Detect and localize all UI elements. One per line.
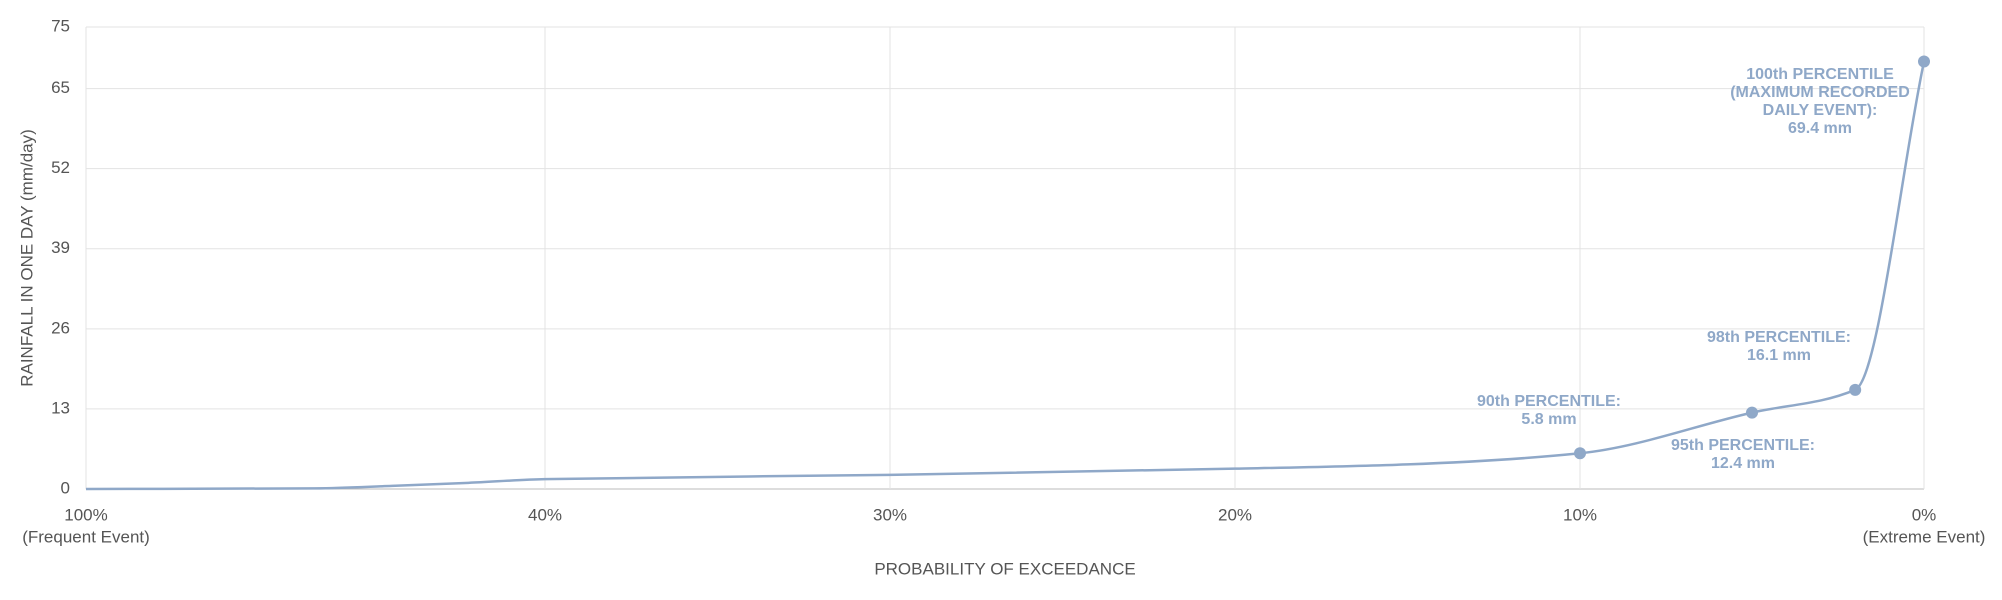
annotation: 95th PERCENTILE:	[1671, 437, 1815, 454]
x-tick-label: 10%	[1563, 505, 1597, 524]
annotation: (MAXIMUM RECORDED	[1730, 84, 1910, 101]
point	[1918, 55, 1930, 68]
y-tick-label: 52	[51, 158, 70, 177]
annotation: DAILY EVENT):	[1763, 102, 1878, 119]
annotation: 90th PERCENTILE:	[1477, 393, 1621, 410]
x-tick-label: 100%	[64, 505, 107, 524]
y-tick-label: 65	[51, 78, 70, 97]
x-tick-note: (Extreme Event)	[1863, 527, 1986, 546]
x-tick-note: (Frequent Event)	[22, 527, 150, 546]
point	[1574, 447, 1586, 460]
data-label: 16.1 mm	[1747, 347, 1811, 364]
y-tick-label: 39	[51, 238, 70, 257]
y-tick-label: 75	[51, 16, 70, 35]
annotation: 100th PERCENTILE	[1746, 66, 1894, 83]
point	[1746, 406, 1758, 419]
x-tick-label: 20%	[1218, 505, 1252, 524]
x-tick-label: 40%	[528, 505, 562, 524]
data-label: 69.4 mm	[1788, 120, 1852, 137]
y-tick-label: 26	[51, 318, 70, 337]
annotation: 98th PERCENTILE:	[1707, 329, 1851, 346]
y-axis-title: RAINFALL IN ONE DAY (mm/day)	[17, 129, 36, 387]
data-label: 5.8 mm	[1521, 411, 1576, 428]
point	[1849, 383, 1862, 396]
line	[85, 61, 1926, 491]
x-tick-label: 30%	[873, 505, 907, 524]
x-tick-label: 0%	[1912, 505, 1937, 524]
data-label: 12.4 mm	[1711, 455, 1775, 472]
x-axis-title: PROBABILITY OF EXCEEDANCE	[874, 559, 1135, 578]
y-tick-label: 13	[51, 398, 70, 417]
y-tick-label: 0	[61, 478, 70, 497]
